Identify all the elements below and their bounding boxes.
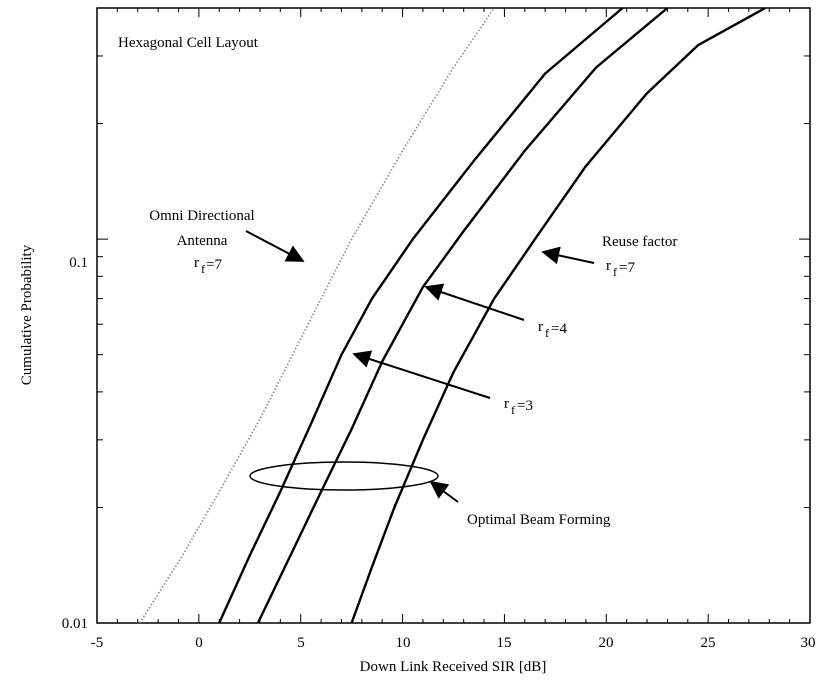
beam-forming-label: Optimal Beam Forming	[467, 512, 611, 528]
rf3-label: r f =3	[504, 396, 533, 417]
series-line-2	[256, 7, 669, 624]
series-line-0	[139, 7, 495, 624]
svg-text:=3: =3	[517, 398, 533, 414]
y-tick-label-0.1: 0.1	[69, 255, 88, 271]
rf4-label: r f =4	[538, 319, 567, 340]
omni-rf-label: r f =7	[194, 255, 222, 276]
y-tick-label-0.01: 0.01	[62, 616, 88, 632]
reuse-rf-label: r f =7	[606, 258, 635, 279]
svg-text:=7: =7	[206, 257, 222, 273]
x-tick-label-15: 15	[497, 635, 512, 651]
omni-arrow	[245, 230, 305, 262]
reuse-arrow	[541, 246, 595, 265]
reuse-label-line1: Reuse factor	[602, 234, 677, 250]
series-line-3	[350, 6, 766, 624]
x-tick-label-10: 10	[396, 635, 411, 651]
x-tick-label-20: 20	[599, 635, 614, 651]
plot-frame	[96, 7, 811, 624]
rf3-arrow	[352, 350, 491, 399]
x-axis-label: Down Link Received SIR [dB]	[360, 659, 547, 675]
beam-forming-arrow	[429, 480, 459, 503]
svg-text:=7: =7	[619, 260, 635, 276]
beam-forming-ellipse	[249, 461, 439, 491]
svg-text:r: r	[194, 255, 199, 271]
x-tick-label-25: 25	[701, 635, 716, 651]
chart-title: Hexagonal Cell Layout	[118, 35, 259, 51]
y-axis-label: Cumulative Probability	[19, 244, 35, 385]
svg-text:=4: =4	[551, 321, 567, 337]
omni-label-line1: Omni Directional	[149, 208, 254, 224]
axis-ticks	[96, 7, 811, 624]
svg-text:r: r	[504, 396, 509, 412]
x-tick-label-30: 30	[801, 635, 816, 651]
omni-label-line2: Antenna	[177, 233, 228, 249]
svg-text:f: f	[545, 326, 549, 340]
x-tick-label--5: -5	[91, 635, 104, 651]
series-line-1	[218, 7, 624, 624]
x-tick-label-5: 5	[297, 635, 305, 651]
svg-text:f: f	[201, 262, 205, 276]
svg-text:r: r	[606, 258, 611, 274]
x-tick-label-0: 0	[195, 635, 203, 651]
svg-text:f: f	[511, 403, 515, 417]
svg-text:f: f	[613, 265, 617, 279]
series-group	[139, 6, 766, 624]
rf4-arrow	[424, 283, 525, 321]
svg-text:r: r	[538, 319, 543, 335]
